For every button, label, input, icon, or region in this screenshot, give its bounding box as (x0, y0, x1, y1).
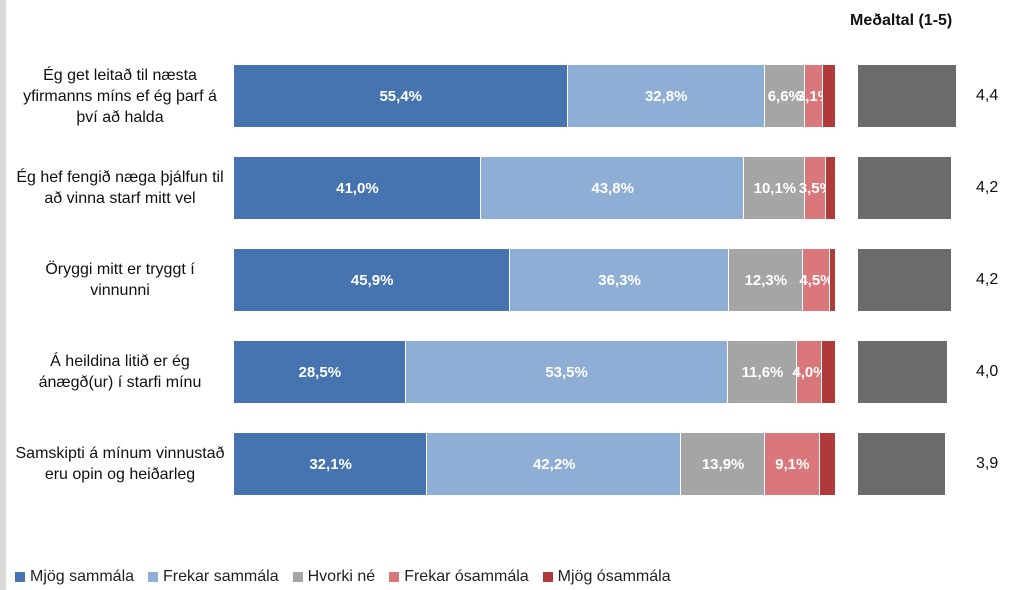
legend-item: Mjög ósammála (542, 567, 671, 587)
bar-segment (234, 249, 511, 311)
bar-segment (681, 433, 765, 495)
data-label: 43,8% (591, 179, 634, 197)
legend-label: Mjög sammála (30, 568, 135, 585)
bar-segment (234, 433, 428, 495)
data-label: 32,8% (644, 87, 688, 105)
bar-segment (405, 341, 728, 403)
bar-segment (567, 65, 765, 127)
data-label: 45,9% (350, 271, 394, 289)
bar-segment (829, 249, 836, 311)
bar-segment (802, 249, 830, 311)
left-edge (0, 0, 6, 590)
data-label: 3,1% (796, 87, 832, 105)
data-label: 36,3% (598, 271, 641, 289)
data-label: 32,1% (309, 455, 352, 473)
bar-segment (826, 157, 836, 219)
data-label: 10,1% (753, 179, 797, 197)
category-label: Ég hef fengið næga þjálfun til að vinna … (16, 169, 224, 207)
avg-bar (858, 65, 956, 127)
legend-swatch (542, 572, 553, 582)
data-label: 3,5% (798, 179, 833, 197)
bar-segment (728, 249, 803, 311)
data-label: 42,2% (532, 455, 576, 473)
bar-segment (805, 157, 827, 219)
avg-bar (858, 433, 945, 495)
bar-segment (427, 433, 682, 495)
bar-segment (744, 157, 806, 219)
bar-segment (510, 249, 729, 311)
legend-label: Frekar ósammála (404, 568, 529, 585)
category-label: Samskipti á mínum vinnustað eru opin og … (15, 445, 225, 483)
data-label: 53,5% (545, 363, 588, 381)
data-label: 55,4% (379, 87, 423, 105)
data-label: 11,6% (741, 363, 784, 381)
data-label: 4,0% (792, 363, 827, 381)
legend-swatch (292, 572, 303, 582)
category-label: Á heildina litið er ég ánægð(ur) í starf… (38, 353, 202, 391)
data-label: 41,0% (336, 179, 379, 197)
avg-bar (858, 341, 947, 403)
avg-bar (858, 157, 952, 219)
category-label: Ég get leitað til næsta yfirmanns míns e… (23, 66, 217, 126)
bar-segment (797, 341, 822, 403)
bar-segment (234, 341, 406, 403)
bar-segment (819, 433, 836, 495)
data-label: 4,5% (799, 271, 834, 289)
bar-segment (804, 65, 824, 127)
avg-label: 3,9 (976, 455, 999, 472)
bar-segment (727, 341, 798, 403)
category-label: Öryggi mitt er tryggt í vinnunni (45, 261, 195, 299)
legend-swatch (15, 572, 25, 582)
bar-segment (764, 65, 805, 127)
legend-item: Frekar ósammála (389, 567, 529, 587)
legend-item: Hvorki né (292, 567, 376, 587)
legend-swatch (148, 572, 159, 582)
avg-label: 4,2 (976, 179, 999, 196)
bar-segment (764, 433, 820, 495)
data-label: 28,5% (298, 363, 342, 381)
bar-segment (234, 157, 481, 219)
data-label: 9,1% (775, 455, 810, 473)
legend-item: Frekar sammála (148, 567, 279, 587)
avg-title: Meðaltal (1-5) (850, 12, 953, 29)
avg-bar (858, 249, 952, 311)
legend-label: Hvorki né (307, 568, 376, 585)
avg-label: 4,2 (976, 271, 999, 288)
data-label: 6,6% (767, 87, 802, 105)
bar-segment (234, 65, 568, 127)
data-label: 13,9% (701, 455, 745, 473)
data-label: 12,3% (744, 271, 788, 289)
avg-label: 4,4 (976, 87, 999, 104)
legend-swatch (389, 572, 400, 582)
legend-item: Mjög sammála (15, 567, 134, 587)
bar-segment (823, 65, 836, 127)
bar-segment (480, 157, 745, 219)
avg-label: 4,0 (976, 363, 999, 380)
legend-label: Mjög ósammála (557, 568, 671, 585)
legend-label: Frekar sammála (163, 568, 279, 585)
bar-segment (821, 341, 836, 403)
